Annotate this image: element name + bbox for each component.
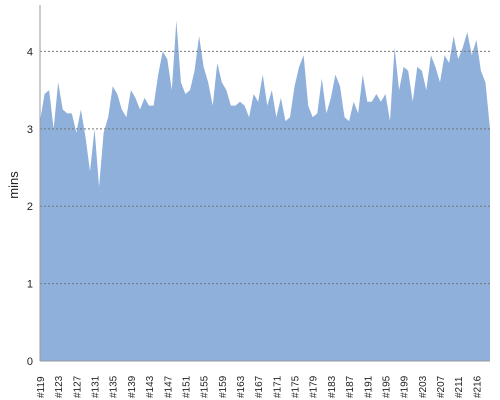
x-tick-label: #211 [454, 376, 465, 398]
x-tick-label: #179 [309, 375, 320, 398]
x-tick-label: #216 [472, 375, 483, 398]
y-axis-label: mins [6, 171, 21, 199]
x-tick-label: #119 [36, 376, 47, 398]
x-tick-label: #207 [436, 375, 447, 398]
x-tick-label: #163 [236, 375, 247, 398]
x-tick-label: #151 [181, 375, 192, 398]
x-tick-label: #143 [145, 375, 156, 398]
x-tick-label: #203 [418, 375, 429, 398]
x-tick-label: #175 [291, 375, 302, 398]
x-tick-label: #147 [163, 375, 174, 398]
x-tick-label: #171 [272, 375, 283, 398]
x-tick-label: #131 [91, 375, 102, 398]
x-tick-label: #159 [218, 375, 229, 398]
x-tick-label: #127 [72, 375, 83, 398]
x-tick-label: #191 [363, 375, 374, 398]
x-tick-label: #135 [109, 375, 120, 398]
x-tick-label: #155 [200, 375, 211, 398]
y-tick-label: 4 [27, 46, 33, 58]
x-tick-label: #183 [327, 375, 338, 398]
y-tick-label: 2 [27, 201, 33, 213]
y-tick-label: 3 [27, 124, 33, 136]
y-tick-label: 1 [27, 279, 33, 291]
x-tick-label: #187 [345, 375, 356, 398]
y-tick-label: 0 [27, 356, 33, 368]
x-tick-label: #167 [254, 375, 265, 398]
area [40, 20, 490, 361]
x-tick-label: #123 [54, 375, 65, 398]
x-tick-label: #195 [381, 375, 392, 398]
x-tick-label: #139 [127, 375, 138, 398]
x-tick-label: #199 [400, 375, 411, 398]
